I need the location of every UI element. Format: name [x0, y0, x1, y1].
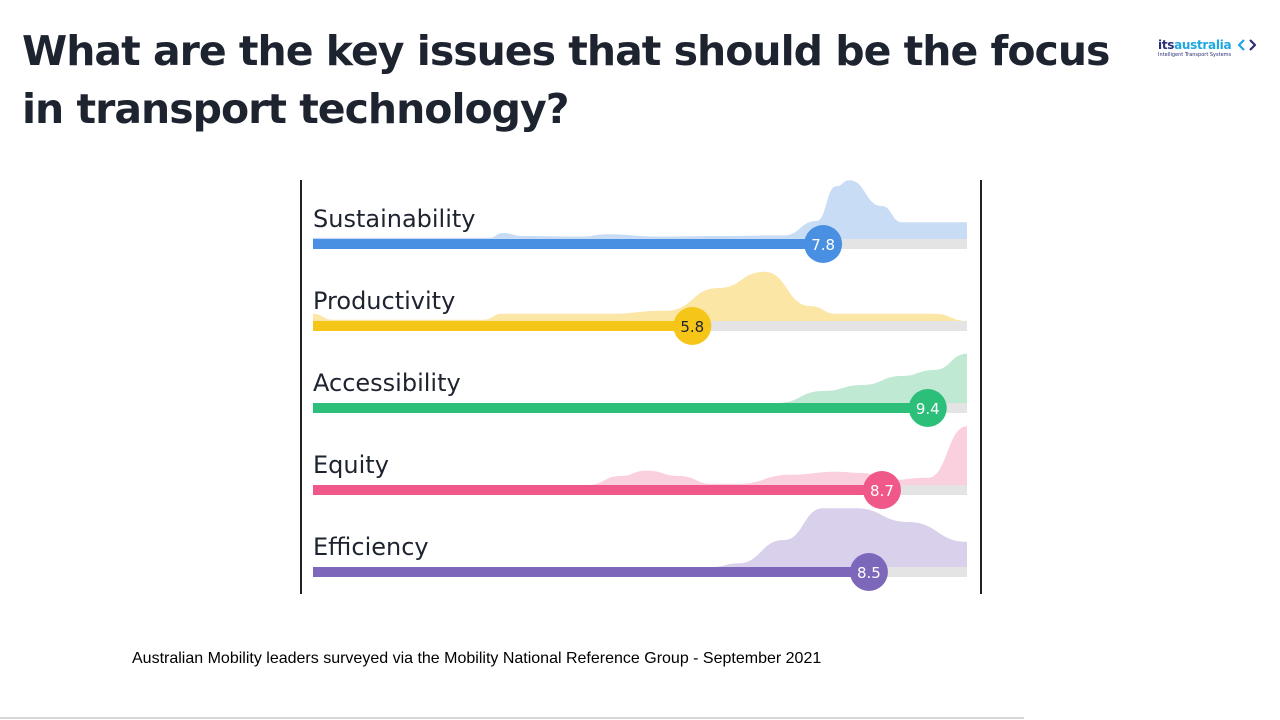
productivity-bar — [313, 321, 693, 331]
chevron-pair-icon — [1238, 39, 1256, 51]
efficiency-value-label: 8.5 — [857, 564, 881, 582]
equity-value-label: 8.7 — [870, 482, 894, 500]
logo-prefix: its — [1158, 38, 1175, 52]
productivity-label: Productivity — [313, 287, 455, 315]
sustainability-value-label: 7.8 — [811, 236, 835, 254]
equity-value-marker — [862, 471, 901, 509]
productivity-value-marker — [673, 307, 712, 345]
efficiency-distribution — [313, 508, 967, 567]
source-note: Australian Mobility leaders surveyed via… — [132, 650, 822, 667]
sustainability-distribution — [313, 180, 967, 239]
sustainability-label: Sustainability — [313, 205, 476, 233]
accessibility-value-marker — [908, 389, 947, 427]
efficiency-bar — [313, 567, 869, 577]
logo-tagline: Intelligent Transport Systems — [1158, 52, 1232, 58]
equity-bar — [313, 485, 882, 495]
logo-wordmark: itsaustralia — [1158, 38, 1258, 52]
equity-label: Equity — [313, 451, 389, 479]
sustainability-value-marker — [804, 225, 843, 263]
productivity-distribution — [313, 271, 967, 321]
footer-divider — [0, 717, 1024, 719]
efficiency-value-marker — [849, 553, 888, 591]
its-australia-logo: itsaustralia Intelligent Transport Syste… — [1158, 38, 1258, 62]
efficiency-label: Efficiency — [313, 533, 429, 561]
sustainability-bar — [313, 239, 824, 249]
accessibility-bar — [313, 403, 928, 413]
productivity-value-label: 5.8 — [680, 318, 704, 336]
accessibility-label: Accessibility — [313, 369, 461, 397]
accessibility-value-label: 9.4 — [916, 400, 940, 418]
logo-suffix: australia — [1174, 38, 1232, 52]
equity-distribution — [313, 426, 967, 485]
accessibility-distribution — [313, 353, 967, 403]
slide-title: What are the key issues that should be t… — [22, 27, 1110, 133]
